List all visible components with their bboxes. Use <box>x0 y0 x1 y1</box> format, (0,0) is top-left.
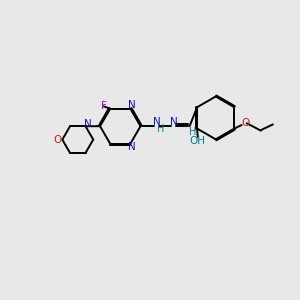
Text: O: O <box>54 135 62 145</box>
Text: H: H <box>189 127 197 136</box>
Text: N: N <box>153 117 160 128</box>
Text: N: N <box>128 142 136 152</box>
Text: OH: OH <box>190 136 206 146</box>
Text: O: O <box>241 118 249 128</box>
Text: N: N <box>128 100 136 110</box>
Text: N: N <box>170 117 178 128</box>
Text: H: H <box>157 124 165 134</box>
Text: N: N <box>84 119 92 129</box>
Text: F: F <box>101 101 106 111</box>
